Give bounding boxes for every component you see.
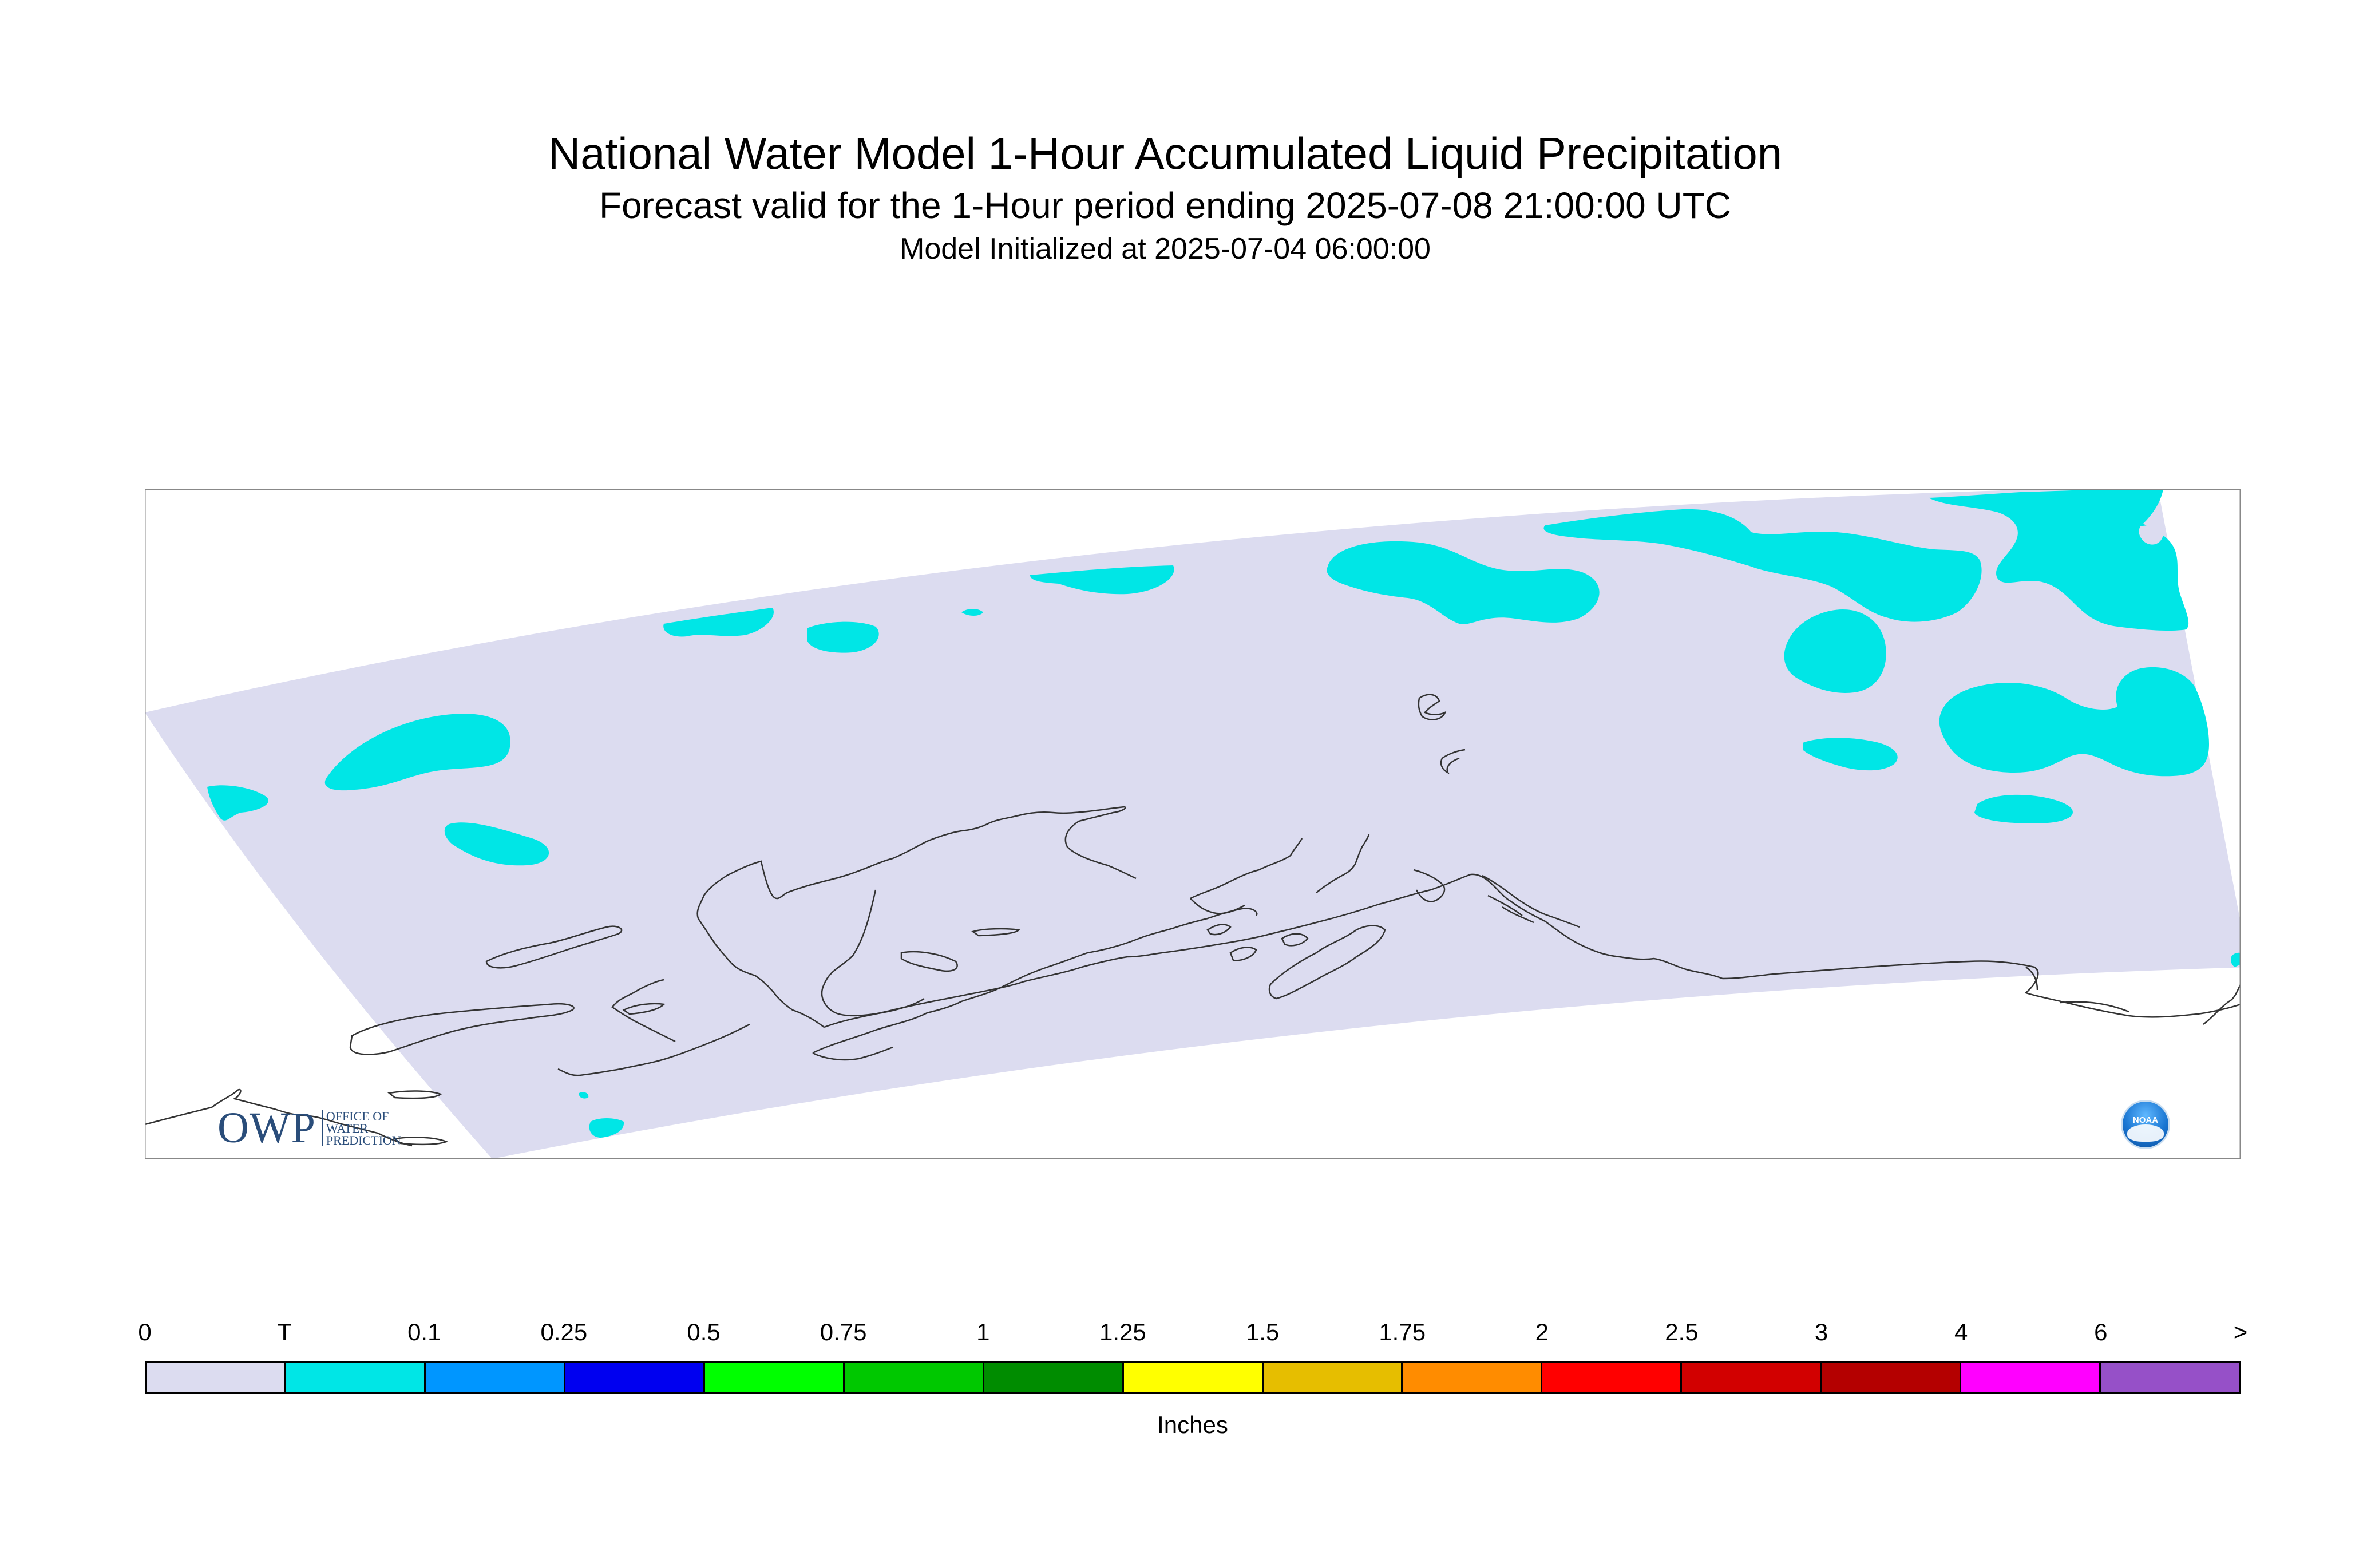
precip-area [1929, 489, 2189, 631]
precip-area [1327, 541, 1600, 624]
owp-mark: OWP [217, 1104, 316, 1152]
legend-swatch [1682, 1363, 1822, 1392]
legend-tick-label: 4 [1954, 1318, 1968, 1345]
island-north-1 [1418, 694, 1447, 720]
noaa-logo-text: NOAA [2132, 1115, 2159, 1125]
precip-area [1939, 667, 2209, 777]
island-afognak [1229, 947, 1257, 961]
model-domain [145, 489, 2241, 1159]
coastline-inlet [821, 889, 925, 1017]
legend-tick-label: 1.25 [1099, 1318, 1146, 1345]
legend-swatch [1822, 1363, 1962, 1392]
legend-tick-label: 0.25 [540, 1318, 588, 1345]
precip-area [1543, 509, 1982, 622]
legend-units: Inches [1157, 1411, 1228, 1438]
legend-tick-label: 6 [2094, 1318, 2108, 1345]
coastline-bristol [611, 979, 676, 1043]
trace-precip-areas [207, 489, 2241, 1138]
legend-tick-label: 0.1 [407, 1318, 441, 1345]
legend-swatch [565, 1363, 705, 1392]
precip-area [1784, 609, 1886, 693]
precip-area [324, 714, 510, 791]
coastline-far-east [2025, 966, 2241, 1025]
precip-area [807, 621, 879, 653]
legend-tick-label: 1 [976, 1318, 990, 1345]
coastline-inner [1190, 838, 1303, 914]
legend-color-bar [145, 1361, 2241, 1394]
legend-swatch [425, 1363, 565, 1392]
model-initialized-text: Model Initialized at 2025-07-04 06:00:00 [900, 232, 1431, 266]
legend-swatch [1123, 1363, 1264, 1392]
precip-area [663, 608, 774, 637]
title-block: National Water Model 1-Hour Accumulated … [0, 126, 2330, 268]
legend-swatch [1542, 1363, 1683, 1392]
forecast-valid-subtitle: Forecast valid for the 1-Hour period end… [599, 185, 1732, 226]
legend-tick-label: 3 [1814, 1318, 1828, 1345]
owp-text-line: PREDICTION [326, 1133, 401, 1147]
island-west-2 [393, 1137, 449, 1146]
precip-area [2139, 525, 2163, 545]
coastline-far-west [145, 1088, 413, 1147]
precip-area [1030, 565, 1174, 595]
coastline-north-spit [1440, 749, 1466, 774]
owp-text: OFFICE OF WATER PREDICTION [321, 1109, 401, 1147]
legend-tick-label: 2.5 [1665, 1318, 1699, 1345]
noaa-logo: NOAA [2121, 1100, 2170, 1149]
legend-tick-label: 2 [1535, 1318, 1549, 1345]
island-west [387, 1090, 442, 1099]
coastline-west [696, 806, 1137, 1028]
owp-logo: OWP OFFICE OF WATER PREDICTION [217, 1103, 401, 1153]
legend-tick-label: 1.75 [1379, 1318, 1426, 1345]
precip-area [961, 609, 983, 616]
legend-swatch [286, 1363, 426, 1392]
precip-area [2230, 952, 2241, 967]
island-kodiak [1268, 925, 1386, 1000]
precip-area [1803, 738, 1898, 771]
chart-title: National Water Model 1-Hour Accumulated … [548, 128, 1783, 179]
legend-tick-label: 0.75 [820, 1318, 867, 1345]
island-chain-2 [1206, 924, 1232, 936]
legend-tick-label: 0 [138, 1318, 152, 1345]
island-chain [1281, 933, 1309, 947]
precip-area [1974, 794, 2073, 823]
coastline-peninsula [812, 908, 1258, 1061]
legend-tick-label: 0.5 [687, 1318, 721, 1345]
coastline-aleut [1413, 869, 1446, 902]
legend-swatch [1403, 1363, 1543, 1392]
coastline-east-fjords [1482, 874, 1580, 928]
legend-swatch [1961, 1363, 2101, 1392]
precip-area [579, 1092, 589, 1099]
coastlines [145, 694, 2241, 1147]
island-bay [900, 951, 958, 972]
coastline-southwest [557, 1023, 750, 1076]
legend-swatch [704, 1363, 845, 1392]
owp-text-line: OFFICE OF [326, 1109, 389, 1123]
legend-tick-label: > [2233, 1318, 2248, 1345]
precip-area [589, 1118, 624, 1138]
owp-text-line: WATER [326, 1121, 369, 1135]
legend-tick-label: T [277, 1318, 292, 1345]
legend-swatch [1263, 1363, 1403, 1392]
legend-swatch [147, 1363, 286, 1392]
legend-labels: 0 T 0.1 0.25 0.5 0.75 1 1.25 1.5 1.75 2 2.5 3 4 6 > [138, 1316, 2247, 1351]
island-chukotka [622, 1003, 666, 1015]
precip-area [444, 822, 549, 866]
precip-area [207, 785, 268, 821]
island-small [971, 928, 1020, 937]
coastline-mainland [824, 873, 2241, 1028]
legend-swatch [984, 1363, 1124, 1392]
island-st-lawrence [485, 925, 623, 969]
legend-tick-label: 1.5 [1245, 1318, 1280, 1345]
coastline-northwest [1316, 834, 1370, 893]
legend-swatch [2101, 1363, 2239, 1392]
legend-swatch [844, 1363, 984, 1392]
island-nunivak [349, 1003, 575, 1055]
